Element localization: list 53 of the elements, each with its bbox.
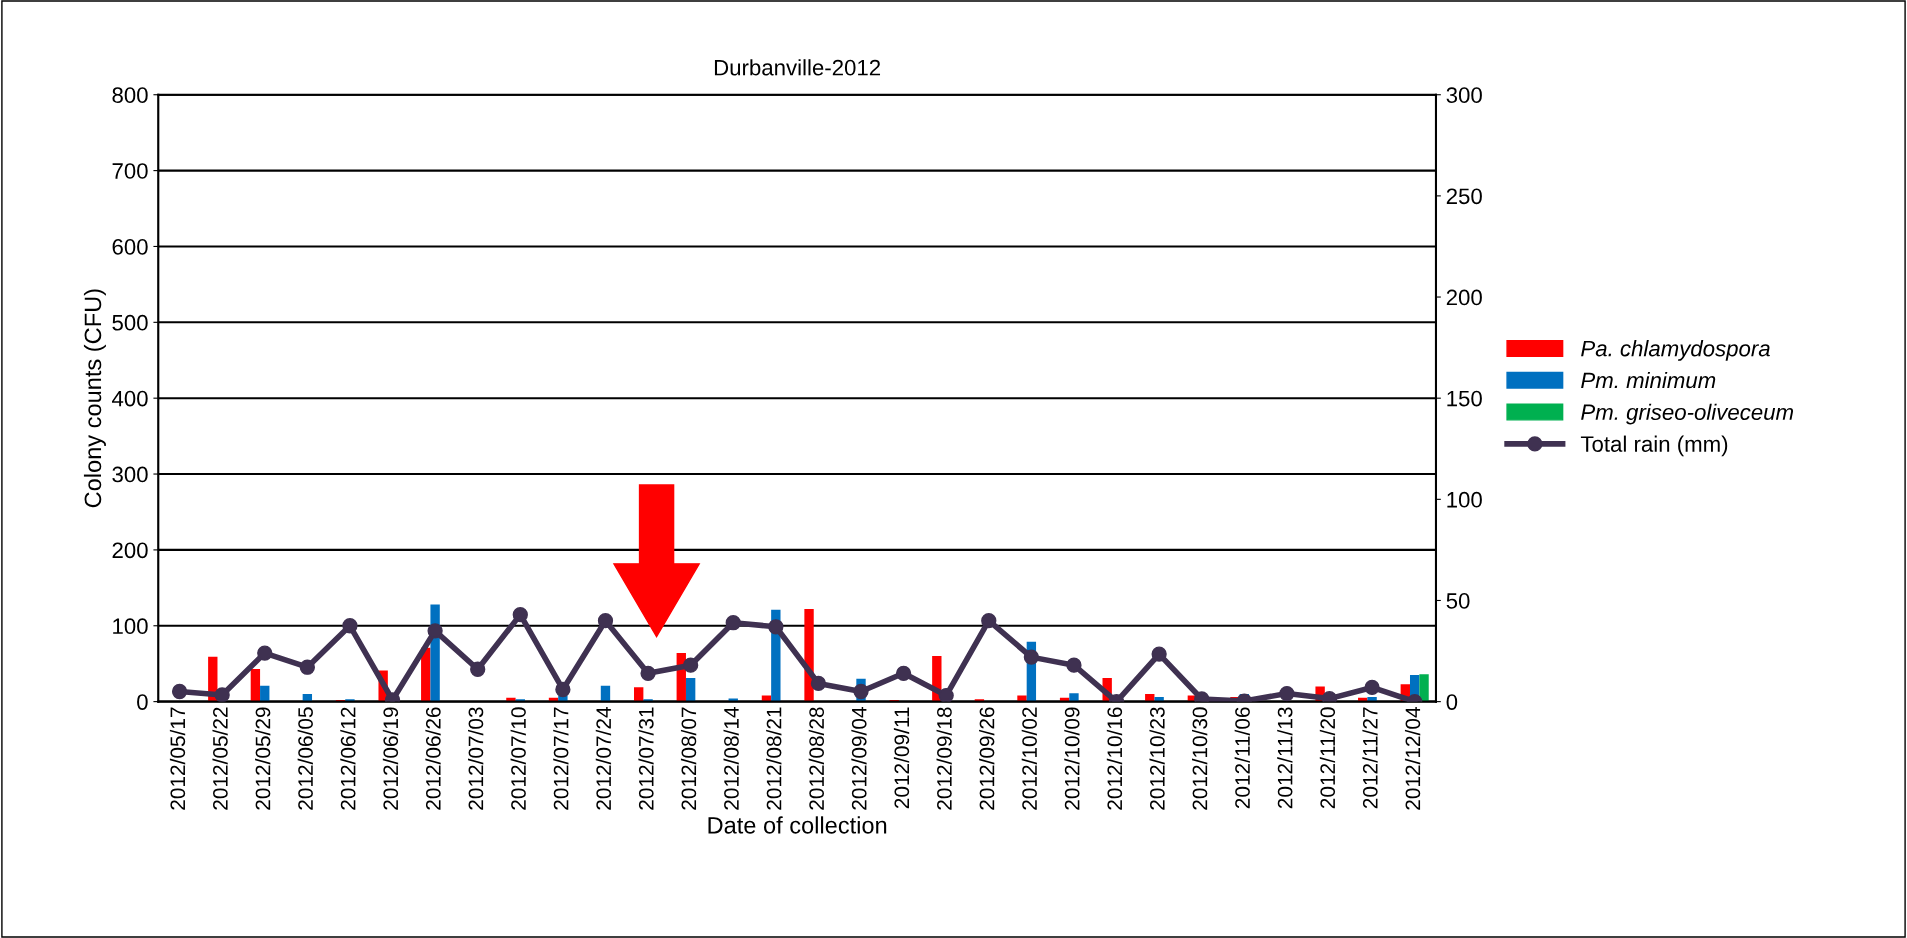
y2-tick-label: 0 — [1446, 694, 1458, 710]
x-tick-label: 2012/12/04 — [1404, 707, 1421, 810]
legend-label: Total rain (mm) — [1580, 435, 1728, 457]
y-tick-label: 100 — [113, 618, 148, 635]
y-tick-label: 500 — [112, 314, 148, 331]
y-tick-label: 400 — [112, 390, 148, 407]
y2-tick-label: 200 — [1446, 289, 1482, 306]
x-tick-label: 2012/06/19 — [382, 707, 399, 810]
x-tick-label: 2012/11/27 — [1362, 707, 1378, 809]
x-tick-label: 2012/07/24 — [595, 707, 612, 810]
y2-tick-label: 250 — [1446, 188, 1482, 205]
x-tick-label: 2012/08/28 — [808, 707, 825, 810]
x-tick-label: 2012/05/29 — [255, 707, 271, 810]
legend-label: Pm. minimum — [1581, 371, 1716, 389]
x-tick-label: 2012/10/23 — [1149, 707, 1165, 810]
x-tick-label: 2012/07/03 — [467, 707, 484, 810]
x-tick-label: 2012/11/13 — [1277, 707, 1293, 809]
x-tick-label: 2012/08/07 — [680, 707, 697, 810]
chart-title: Durbanville-2012 — [714, 59, 881, 76]
x-tick-label: 2012/09/11 — [893, 707, 910, 809]
x-tick-label: 2012/11/20 — [1319, 707, 1336, 809]
x-tick-label: 2012/09/04 — [851, 707, 867, 810]
y-tick-label: 200 — [112, 542, 148, 559]
x-tick-label: 2012/08/14 — [723, 707, 739, 810]
x-tick-label: 2012/07/17 — [553, 707, 569, 810]
x-tick-label: 2012/05/17 — [169, 707, 186, 810]
y2-tick-label: 300 — [1446, 87, 1482, 104]
x-tick-label: 2012/10/30 — [1192, 707, 1208, 810]
legend-label: Pm. griseo-oliveceum — [1581, 403, 1794, 425]
x-tick-label: 2012/08/21 — [766, 707, 782, 810]
x-tick-label: 2012/09/26 — [979, 707, 995, 810]
y-tick-label: 300 — [112, 466, 148, 483]
y2-tick-label: 100 — [1447, 491, 1482, 508]
x-tick-label: 2012/07/10 — [510, 707, 526, 810]
y-tick-label: 600 — [112, 238, 148, 255]
x-tick-label: 2012/06/05 — [297, 707, 313, 810]
x-tick-label: 2012/09/18 — [936, 707, 952, 810]
y-axis-title: Colony counts (CFU) — [83, 289, 106, 508]
y2-tick-label: 50 — [1446, 593, 1470, 609]
x-tick-label: 2012/11/06 — [1234, 707, 1250, 809]
x-tick-label: 2012/10/09 — [1064, 707, 1080, 810]
y-tick-label: 700 — [112, 163, 148, 179]
x-axis-title: Date of collection — [708, 816, 887, 834]
x-tick-label: 2012/05/22 — [212, 707, 228, 810]
y2-tick-label: 150 — [1447, 390, 1482, 407]
x-tick-label: 2012/10/16 — [1106, 707, 1123, 810]
x-tick-label: 2012/06/26 — [425, 707, 441, 810]
x-tick-label: 2012/10/02 — [1021, 707, 1037, 810]
y-tick-label: 800 — [112, 87, 148, 104]
legend-label: Pa. chlamydospora — [1581, 340, 1770, 361]
x-tick-label: 2012/07/31 — [638, 707, 654, 810]
y-tick-label: 0 — [137, 694, 148, 710]
x-tick-label: 2012/06/12 — [340, 707, 356, 810]
